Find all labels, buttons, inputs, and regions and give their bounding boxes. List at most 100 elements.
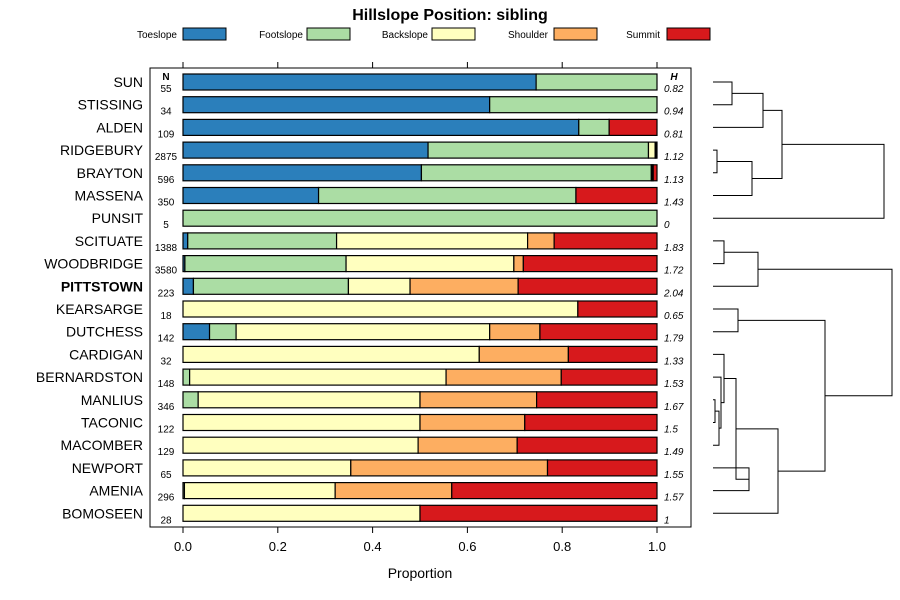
h-value-scituate: 1.83 xyxy=(664,243,684,254)
bar-manlius-footslope xyxy=(182,391,199,409)
bar-row-alden xyxy=(182,118,658,137)
bar-row-brayton xyxy=(182,164,658,182)
h-value-macomber: 1.49 xyxy=(664,447,684,458)
bar-massena-toeslope xyxy=(182,186,320,205)
bar-amenia-backslope xyxy=(183,482,336,500)
bar-row-manlius xyxy=(182,391,658,409)
bar-macomber-shoulder xyxy=(417,436,518,454)
bar-newport-summit xyxy=(546,459,658,477)
n-value-cardigan: 32 xyxy=(160,356,172,367)
x-tick-label-5: 1.0 xyxy=(648,539,666,554)
bar-pittstown-backslope xyxy=(347,277,411,295)
row-label-alden: ALDEN xyxy=(96,119,143,135)
legend-swatch-backslope xyxy=(431,27,476,41)
bar-brayton-footslope xyxy=(420,164,652,182)
n-value-punsit: 5 xyxy=(163,220,169,231)
h-value-pittstown: 2.04 xyxy=(663,288,684,299)
row-label-bernardston: BERNARDSTON xyxy=(36,369,143,385)
n-value-bomoseen: 28 xyxy=(160,515,172,526)
bar-alden-summit xyxy=(608,118,658,137)
bar-newport-shoulder xyxy=(350,459,549,477)
bar-pittstown-shoulder xyxy=(409,277,519,295)
bar-dutchess-footslope xyxy=(208,323,237,341)
h-value-newport: 1.55 xyxy=(664,470,684,481)
h-column-header: H xyxy=(670,72,678,83)
bar-woodbridge-footslope xyxy=(184,255,347,273)
x-tick-label-4: 0.8 xyxy=(553,539,571,554)
n-value-bernardston: 148 xyxy=(158,379,175,390)
bar-woodbridge-shoulder xyxy=(513,255,524,273)
bar-cardigan-summit xyxy=(567,345,658,363)
row-label-dutchess: DUTCHESS xyxy=(66,324,143,340)
bar-row-dutchess xyxy=(182,323,658,341)
dendrogram xyxy=(713,81,893,514)
x-tick-label-0: 0.0 xyxy=(174,539,192,554)
dendrogram-branch-9 xyxy=(713,399,716,423)
legend-label-toeslope: Toeslope xyxy=(137,30,177,41)
bar-bomoseen-summit xyxy=(419,504,658,522)
bar-taconic-backslope xyxy=(182,413,421,432)
row-label-ridgebury: RIDGEBURY xyxy=(60,142,144,158)
legend-label-shoulder: Shoulder xyxy=(508,30,549,41)
bar-kearsarge-summit xyxy=(577,300,658,318)
n-value-pittstown: 223 xyxy=(158,288,175,299)
n-column-header: N xyxy=(162,72,169,83)
bar-brayton-toeslope xyxy=(182,164,423,182)
legend-swatch-summit xyxy=(666,27,711,41)
bar-stissing-footslope xyxy=(489,96,658,114)
bar-kearsarge-backslope xyxy=(182,300,579,318)
bar-row-pittstown xyxy=(182,277,658,295)
row-label-macomber: MACOMBER xyxy=(61,437,143,453)
n-value-taconic: 122 xyxy=(158,425,175,436)
row-label-newport: NEWPORT xyxy=(72,460,144,476)
bar-bernardston-shoulder xyxy=(445,368,562,386)
bar-taconic-shoulder xyxy=(419,413,526,432)
h-value-woodbridge: 1.72 xyxy=(664,266,684,277)
dendrogram-branch-17 xyxy=(758,268,893,397)
legend-swatch-toeslope xyxy=(182,27,227,41)
bar-rows xyxy=(182,73,658,522)
bar-taconic-summit xyxy=(524,413,658,432)
h-value-brayton: 1.13 xyxy=(664,175,684,186)
row-label-scituate: SCITUATE xyxy=(75,233,143,249)
legend-swatch-shoulder xyxy=(553,27,598,41)
n-value-ridgebury: 2875 xyxy=(155,152,178,163)
dendrogram-branch-12 xyxy=(713,353,725,404)
row-label-pittstown: PITTSTOWN xyxy=(61,278,143,294)
bar-sun-toeslope xyxy=(182,73,537,91)
dendrogram-branch-16 xyxy=(738,319,826,472)
h-value-alden: 0.81 xyxy=(664,129,683,140)
bar-row-sun xyxy=(182,73,658,91)
bar-macomber-summit xyxy=(516,436,658,454)
bar-amenia-shoulder xyxy=(334,482,453,500)
h-value-sun: 0.82 xyxy=(664,84,684,95)
bar-amenia-summit xyxy=(451,482,658,500)
bar-ridgebury-toeslope xyxy=(182,141,429,159)
chart-title: Hillslope Position: sibling xyxy=(352,7,548,24)
dendrogram-branch-1 xyxy=(713,92,764,128)
bar-row-macomber xyxy=(182,436,658,454)
row-label-punsit: PUNSIT xyxy=(92,210,144,226)
h-value-dutchess: 1.79 xyxy=(664,334,684,345)
bar-row-scituate xyxy=(182,232,658,250)
row-label-stissing: STISSING xyxy=(78,97,143,113)
row-label-bomoseen: BOMOSEEN xyxy=(62,505,143,521)
bar-ridgebury-footslope xyxy=(427,141,650,159)
bar-manlius-backslope xyxy=(197,391,421,409)
bar-manlius-shoulder xyxy=(419,391,538,409)
bar-scituate-footslope xyxy=(187,232,338,250)
bar-newport-backslope xyxy=(182,459,352,477)
bar-manlius-summit xyxy=(536,391,658,409)
bar-cardigan-backslope xyxy=(182,345,480,363)
n-value-kearsarge: 18 xyxy=(160,311,172,322)
bar-dutchess-toeslope xyxy=(182,323,211,341)
row-label-kearsarge: KEARSARGE xyxy=(56,301,143,317)
bar-brayton-summit xyxy=(652,164,658,182)
h-value-kearsarge: 0.65 xyxy=(664,311,684,322)
bar-bernardston-footslope xyxy=(182,368,191,386)
bar-row-woodbridge xyxy=(182,255,658,273)
bar-scituate-shoulder xyxy=(526,232,555,250)
bar-alden-footslope xyxy=(578,118,610,137)
n-value-massena: 350 xyxy=(158,198,175,209)
h-value-taconic: 1.5 xyxy=(664,425,678,436)
